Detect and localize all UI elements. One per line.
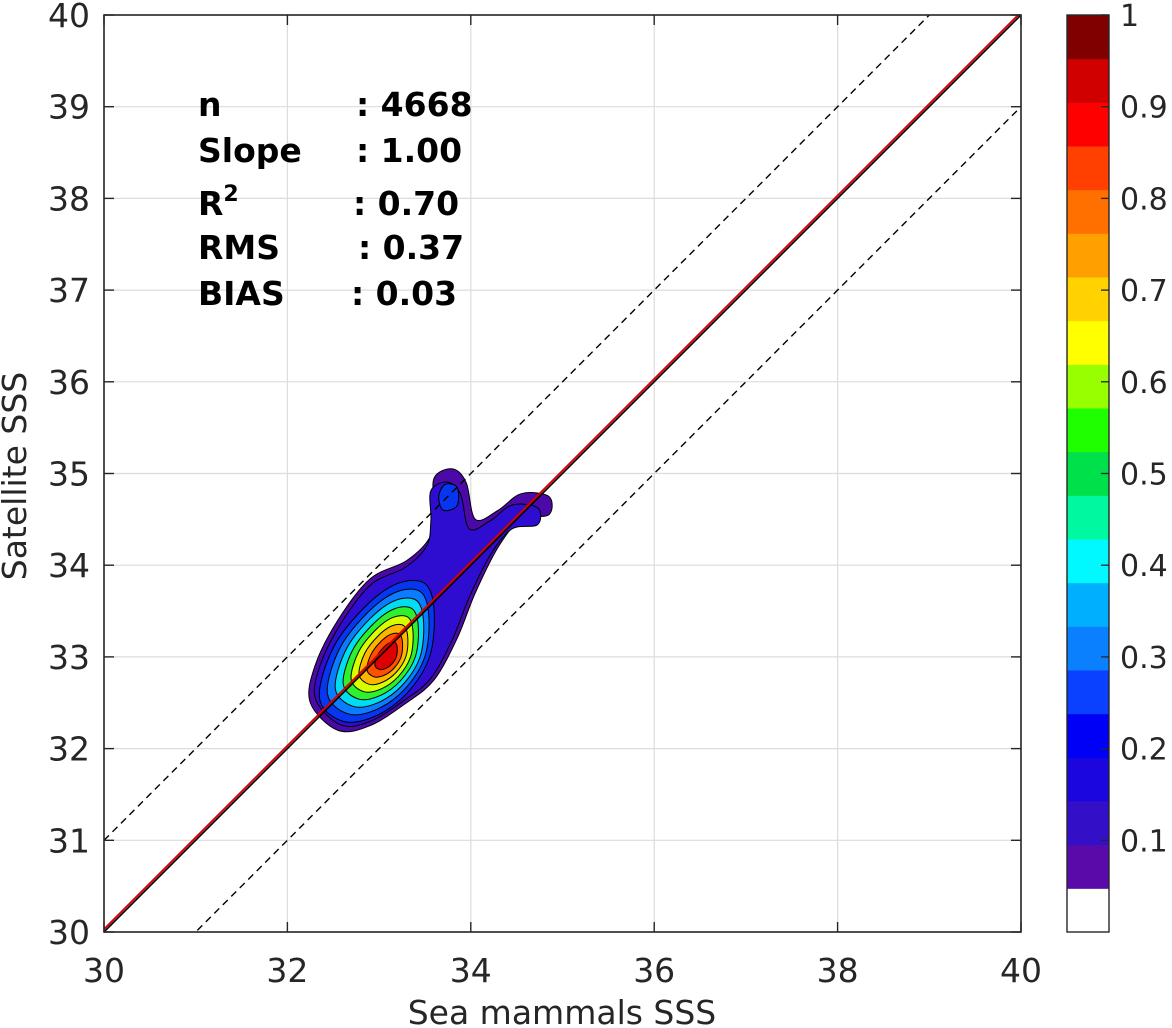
colorbar-band (1067, 801, 1109, 846)
colorbar-band (1067, 189, 1109, 234)
colorbar-band (1067, 844, 1109, 889)
colorbar: 0.1 0.2 0.3 0.4 0.5 0.6 0.7 0.8 0.9 1 (1066, 0, 1168, 933)
x-tick-label: 30 (83, 951, 125, 990)
x-tick-label: 32 (266, 951, 308, 990)
y-tick-label: 32 (48, 730, 90, 769)
x-tick-label: 34 (450, 951, 492, 990)
colorbar-bands (1067, 15, 1109, 933)
reference-lines (104, 15, 1021, 932)
stat-bias-value: : 0.03 (351, 274, 457, 313)
x-axis-label: Sea mammals SSS (408, 993, 717, 1028)
colorbar-band (1067, 670, 1109, 715)
y-tick-label: 40 (48, 0, 90, 35)
x-tick-label: 40 (1000, 951, 1042, 990)
stat-r2-value: : 0.70 (353, 184, 459, 223)
stat-r2-key: R2 (198, 182, 239, 223)
colorbar-band (1067, 364, 1109, 409)
lower-bound-line (194, 106, 1021, 932)
y-tick-label: 35 (48, 455, 90, 494)
y-tick-label: 37 (48, 271, 90, 310)
colorbar-band (1067, 626, 1109, 671)
regression-line (104, 15, 1020, 930)
y-tick-label: 36 (48, 363, 90, 402)
density-level-0.9 (374, 641, 398, 671)
colorbar-tick-label: 0.4 (1120, 549, 1168, 584)
colorbar-band (1067, 495, 1109, 540)
y-tick-label: 34 (48, 546, 90, 585)
colorbar-tick-label: 0.2 (1120, 733, 1168, 768)
colorbar-band (1067, 539, 1109, 584)
upper-bound-line (104, 15, 931, 841)
stat-n-value: : 4668 (356, 85, 473, 124)
colorbar-band (1067, 146, 1109, 191)
colorbar-band (1067, 58, 1109, 103)
stats-box: n : 4668 Slope : 1.00 R2 : 0.70 RMS : 0.… (198, 85, 473, 313)
y-tick-label: 38 (48, 179, 90, 218)
stat-slope-key: Slope (198, 131, 302, 170)
x-tick-labels: 30 32 34 36 38 40 (83, 951, 1042, 990)
stat-slope-value: : 1.00 (356, 131, 462, 170)
x-tick-label: 38 (817, 951, 859, 990)
colorbar-tick-label: 0.9 (1120, 91, 1168, 126)
stat-r2-key-sup: 2 (223, 182, 238, 207)
y-axis-label: Satellite SSS (0, 372, 34, 581)
colorbar-tick-label: 0.8 (1120, 182, 1168, 217)
colorbar-band (1067, 277, 1109, 322)
y-tick-labels: 30 31 32 33 34 35 36 37 38 39 40 (48, 0, 90, 952)
y-tick-label: 31 (48, 821, 90, 860)
colorbar-band (1067, 102, 1109, 147)
colorbar-band (1067, 582, 1109, 627)
stat-rms-key: RMS (198, 228, 280, 267)
colorbar-tick-label: 0.6 (1120, 366, 1168, 401)
colorbar-tick-label: 1 (1120, 0, 1139, 34)
x-tick-label: 36 (633, 951, 675, 990)
identity-line (104, 15, 1021, 932)
y-tick-label: 33 (48, 638, 90, 677)
colorbar-band (1067, 888, 1109, 933)
colorbar-band (1067, 757, 1109, 802)
colorbar-tick-label: 0.3 (1120, 641, 1168, 676)
colorbar-band (1067, 713, 1109, 758)
colorbar-tick-label: 0.5 (1120, 458, 1168, 493)
stat-rms-value: : 0.37 (358, 228, 464, 267)
colorbar-tick-label: 0.7 (1120, 274, 1168, 309)
y-tick-label: 39 (48, 88, 90, 127)
colorbar-band (1067, 15, 1109, 60)
colorbar-ticks: 0.1 0.2 0.3 0.4 0.5 0.6 0.7 0.8 0.9 1 (1101, 0, 1168, 859)
stat-bias-key: BIAS (198, 274, 285, 313)
colorbar-tick-label: 0.1 (1120, 824, 1168, 859)
colorbar-band (1067, 408, 1109, 453)
stat-r2-key-base: R (198, 184, 223, 223)
y-tick-label: 30 (48, 913, 90, 952)
colorbar-band (1067, 233, 1109, 278)
colorbar-band (1067, 320, 1109, 365)
axis-ticks (103, 14, 1022, 933)
stat-n-key: n (198, 85, 222, 124)
